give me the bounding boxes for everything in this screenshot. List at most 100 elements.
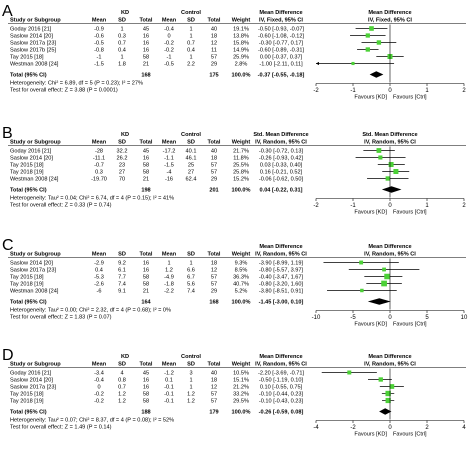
plot-method-header: IV, Random, 95% CI [364, 362, 416, 368]
control-total-sum: 201 [209, 188, 218, 194]
favours-right-label: Favours [Ctrl] [393, 95, 427, 101]
kd-sd: 0.4 [118, 48, 126, 54]
group-header-kd: KD [121, 354, 129, 360]
study-name: Goday 2016 [21] [10, 371, 52, 377]
x-tick-label: 0 [388, 203, 392, 209]
column-header: Mean [92, 140, 107, 146]
study-point-marker [384, 273, 390, 280]
panel-letter: B [2, 125, 13, 142]
kd-mean: -0.9 [94, 27, 104, 33]
study-row: Saslow 2014 [20] -2.9 9.2 16 1 1 18 9.3% -3.90 [… [10, 261, 399, 267]
column-header: Weight [232, 252, 251, 258]
control-sd: 1 [189, 55, 192, 61]
control-sd: 1 [189, 27, 192, 33]
x-tick-label: -2 [313, 88, 319, 94]
study-point-marker [378, 377, 383, 382]
pooled-diamond [381, 186, 402, 193]
control-mean: -0.1 [164, 385, 174, 391]
plot-header: Mean Difference [368, 354, 411, 360]
column-header: Mean [162, 140, 177, 146]
study-ci-text: -0.60 [-1.08, -0.12] [258, 34, 304, 40]
kd-total: 58 [143, 399, 149, 405]
kd-mean: -19.70 [91, 177, 107, 183]
control-sd: 5.6 [187, 282, 195, 288]
study-weight: 40.7% [233, 282, 249, 288]
favours-right-label: Favours [Ctrl] [393, 432, 427, 438]
kd-total: 58 [143, 392, 149, 398]
study-ci-text: -0.80 [-5.57, 3.97] [259, 268, 304, 274]
study-row: Tay 2018 [19] -0.2 1.2 58 -0.1 1.2 57 29.5% -0.1… [10, 397, 395, 405]
control-sd: 2.2 [187, 62, 195, 68]
kd-sd: 9.1 [118, 289, 126, 295]
study-name: Tay 2015 [18] [10, 392, 44, 398]
control-sd: 7.4 [187, 289, 195, 295]
control-sd: 1 [189, 378, 192, 384]
favours-left-label: Favours [KD] [354, 432, 387, 438]
column-header: SD [187, 362, 195, 368]
study-weight: 8.5% [235, 268, 248, 274]
total-weight: 100.0% [232, 410, 251, 416]
column-header: Study or Subgroup [10, 252, 61, 258]
kd-total-sum: 188 [141, 410, 150, 416]
study-point-marker [381, 280, 387, 287]
kd-sd: 23 [119, 163, 125, 169]
control-sd: 1 [189, 34, 192, 40]
effect-method-header: IV, Random, 95% CI [255, 140, 307, 146]
study-row: Saslow 2017b [25] -0.8 0.4 16 -0.2 0.4 11 14.9%… [10, 47, 379, 54]
study-weight: 29.5% [233, 399, 249, 405]
control-sd: 3 [189, 371, 192, 377]
control-mean: 0.1 [165, 378, 173, 384]
control-total: 29 [211, 62, 217, 68]
control-sd: 46.1 [186, 156, 197, 162]
study-name: Goday 2016 [21] [10, 149, 52, 155]
plot-header: Std. Mean Difference [362, 132, 417, 138]
column-header: Total [208, 362, 221, 368]
study-weight: 15.8% [233, 41, 249, 47]
column-header: Total [140, 362, 153, 368]
effect-header: Mean Difference [259, 10, 302, 16]
control-sd: 62.4 [186, 177, 197, 183]
study-point-marker [376, 148, 382, 153]
kd-sd: 26.2 [117, 156, 128, 162]
kd-mean: -2.9 [94, 261, 104, 267]
study-row: Westman 2008 [24] -1.5 1.8 21 -0.5 2.2 29 2.8% -… [10, 62, 395, 68]
overall-effect-text: Test for overall effect: Z = 3.88 (P = 0… [10, 88, 118, 94]
control-mean: -0.4 [164, 27, 174, 33]
effect-method-header: IV, Random, 95% CI [255, 362, 307, 368]
kd-total-sum: 168 [141, 73, 150, 79]
x-tick-label: -1 [350, 88, 356, 94]
study-weight: 5.2% [235, 289, 248, 295]
x-tick-label: -2 [313, 203, 319, 209]
total-label: Total (95% CI) [10, 73, 47, 79]
study-name: Saslow 2017a [23] [10, 385, 56, 391]
column-header: Total [208, 252, 221, 258]
control-mean: -1.1 [164, 156, 174, 162]
kd-mean: -1.5 [94, 62, 104, 68]
study-weight: 11.8% [233, 156, 248, 162]
study-row: Saslow 2014 [20] -0.6 0.3 16 0 1 18 13.8% -0.60 … [10, 33, 386, 40]
study-name: Saslow 2014 [20] [10, 34, 53, 40]
kd-sd: 1 [120, 55, 123, 61]
study-name: Goday 2016 [21] [10, 27, 52, 33]
kd-total: 58 [143, 275, 149, 281]
control-sd: 6.7 [187, 275, 195, 281]
heterogeneity-text: Heterogeneity: Tau² = 0.04; Chi² = 6.74,… [10, 196, 174, 202]
kd-sd: 7.4 [118, 282, 126, 288]
study-point-marker [385, 176, 390, 181]
total-label: Total (95% CI) [10, 410, 47, 416]
study-ci-text: -0.26 [-0.93, 0.42] [259, 156, 304, 162]
control-mean: 1 [167, 261, 170, 267]
study-ci-text: -0.06 [-0.62, 0.50] [259, 177, 304, 183]
study-ci-text: 0.00 [-0.37, 0.37] [260, 55, 303, 61]
control-total: 57 [211, 392, 217, 398]
group-header-control: Control [181, 132, 201, 138]
plot-header: Mean Difference [368, 244, 411, 250]
effect-method-header: IV, Fixed, 95% CI [259, 18, 303, 24]
plot-method-header: IV, Random, 95% CI [364, 252, 416, 258]
study-name: Tay 2015 [18] [10, 275, 44, 281]
column-header: Study or Subgroup [10, 140, 61, 146]
group-header-kd: KD [121, 10, 129, 16]
group-header-control: Control [181, 354, 201, 360]
control-total-sum: 175 [209, 73, 218, 79]
column-header: SD [118, 252, 126, 258]
